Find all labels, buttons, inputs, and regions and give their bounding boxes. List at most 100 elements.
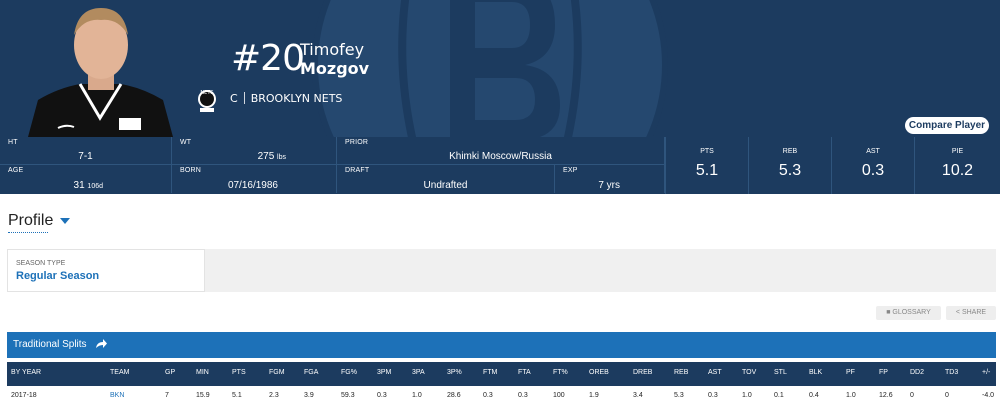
table-cell: 1.9 (589, 392, 599, 399)
share-label: SHARE (961, 309, 987, 316)
table-cell: -4.0 (982, 392, 995, 399)
column-header[interactable]: BY YEAR (11, 369, 42, 376)
glossary-button[interactable]: ■ GLOSSARY (876, 306, 941, 320)
stat-pts: PTS 5.1 (665, 137, 748, 194)
compare-player-button[interactable]: Compare Player (905, 117, 989, 134)
table-cell: 7 (165, 392, 169, 399)
column-header[interactable]: TD3 (945, 369, 959, 376)
glossary-icon: ■ (886, 309, 891, 316)
table-row: 2017-18 BKN 7 15.9 5.1 2.3 3.9 59.3 0.3 1.0 28.6 0.… (7, 388, 996, 408)
column-header[interactable]: DREB (633, 369, 653, 376)
draft-value: Undrafted (423, 180, 468, 191)
table-cell: 0 (945, 392, 949, 399)
position-team: C BROOKLYN NETS (230, 92, 342, 106)
column-header[interactable]: FT% (553, 369, 568, 376)
column-header[interactable]: REB (674, 369, 689, 376)
exp-label: EXP (563, 167, 578, 174)
player-first-name: Timofey (300, 40, 365, 59)
player-position: C (230, 92, 238, 105)
table-cell: 0.3 (377, 392, 387, 399)
table-cell: 5.3 (674, 392, 684, 399)
table-cell: 15.9 (196, 392, 210, 399)
share-icon: < (955, 309, 960, 316)
stat-pie: PIE 10.2 (914, 137, 1000, 194)
column-header[interactable]: TOV (742, 369, 757, 376)
stat-ast: AST 0.3 (831, 137, 914, 194)
table-cell: 3.9 (304, 392, 314, 399)
table-cell: 0.3 (708, 392, 718, 399)
nets-logo-icon[interactable]: NETS (196, 86, 218, 114)
info-prior: PRIOR Khimki Moscow/Russia (337, 137, 665, 165)
table-cell: 0.1 (774, 392, 784, 399)
player-team-link[interactable]: BROOKLYN NETS (250, 92, 343, 105)
column-header[interactable]: FTA (518, 369, 531, 376)
column-header[interactable]: +/- (982, 369, 991, 376)
team-link[interactable]: BKN (110, 392, 125, 399)
jersey-number: #20 (231, 38, 305, 79)
stat-value: 10.2 (941, 162, 974, 179)
table-cell: 100 (553, 392, 565, 399)
season-type-label: SEASON TYPE (16, 260, 66, 267)
table-cell: 59.3 (341, 392, 355, 399)
table-cell: 0.4 (809, 392, 819, 399)
table-header: BY YEAR TEAM GP MIN PTS FGM FGA FG% 3PM 3PA 3P% FTM… (7, 362, 996, 386)
table-cell: 1.0 (412, 392, 422, 399)
profile-dropdown[interactable]: Profile (8, 212, 54, 229)
column-header[interactable]: MIN (196, 369, 209, 376)
caret-down-icon[interactable] (60, 218, 70, 224)
nets-background-logo-icon (312, 0, 668, 137)
season-type-select[interactable]: SEASON TYPE Regular Season (7, 249, 205, 292)
age-days: 106d (87, 183, 103, 190)
column-header[interactable]: PF (846, 369, 855, 376)
info-age: AGE 31 106d (0, 165, 172, 193)
profile-underline (8, 232, 48, 233)
wt-unit: lbs (277, 154, 286, 161)
table-cell: 2.3 (269, 392, 279, 399)
table-cell: 12.6 (879, 392, 893, 399)
stat-reb: REB 5.3 (748, 137, 831, 194)
table-cell: 1.0 (742, 392, 752, 399)
splits-header: Traditional Splits (7, 332, 996, 358)
share-button[interactable]: < SHARE (946, 306, 996, 320)
table-cell: 5.1 (232, 392, 242, 399)
wt-label: WT (180, 139, 192, 146)
column-header[interactable]: 3P% (447, 369, 462, 376)
column-header[interactable]: PTS (232, 369, 246, 376)
age-label: AGE (8, 167, 24, 174)
column-header[interactable]: 3PM (377, 369, 392, 376)
column-header[interactable]: TEAM (110, 369, 130, 376)
player-headshot (28, 8, 173, 137)
column-header[interactable]: FGA (304, 369, 319, 376)
column-header[interactable]: STL (774, 369, 787, 376)
stat-value: 5.1 (695, 162, 719, 179)
table-cell: 3.4 (633, 392, 643, 399)
column-header[interactable]: FP (879, 369, 888, 376)
exp-value: 7 yrs (598, 180, 620, 191)
info-draft: DRAFT Undrafted (337, 165, 555, 193)
share-arrow-icon[interactable] (95, 338, 107, 350)
column-header[interactable]: BLK (809, 369, 823, 376)
table-cell: 0.3 (518, 392, 528, 399)
table-cell: 0.3 (483, 392, 493, 399)
table-cell: 28.6 (447, 392, 461, 399)
stat-label: AST (866, 148, 880, 155)
table-cell: 0 (910, 392, 914, 399)
player-info-grid: HT 7-1 WT 275 lbs PRIOR Khimki Moscow/Ru… (0, 137, 1000, 194)
column-header[interactable]: FG% (341, 369, 357, 376)
column-header[interactable]: FGM (269, 369, 285, 376)
column-header[interactable]: DD2 (910, 369, 925, 376)
player-last-name: Mozgov (300, 59, 370, 78)
splits-title: Traditional Splits (13, 339, 87, 350)
season-type-value: Regular Season (16, 270, 100, 282)
table-cell: 1.0 (846, 392, 856, 399)
age-value-group: 31 106d (74, 180, 103, 191)
column-header[interactable]: AST (708, 369, 722, 376)
info-exp: EXP 7 yrs (555, 165, 665, 193)
column-header[interactable]: FTM (483, 369, 498, 376)
column-header[interactable]: 3PA (412, 369, 425, 376)
draft-label: DRAFT (345, 167, 370, 174)
column-header[interactable]: GP (165, 369, 176, 376)
born-value: 07/16/1986 (227, 180, 278, 191)
column-header[interactable]: OREB (589, 369, 609, 376)
stat-label: PIE (951, 148, 964, 155)
